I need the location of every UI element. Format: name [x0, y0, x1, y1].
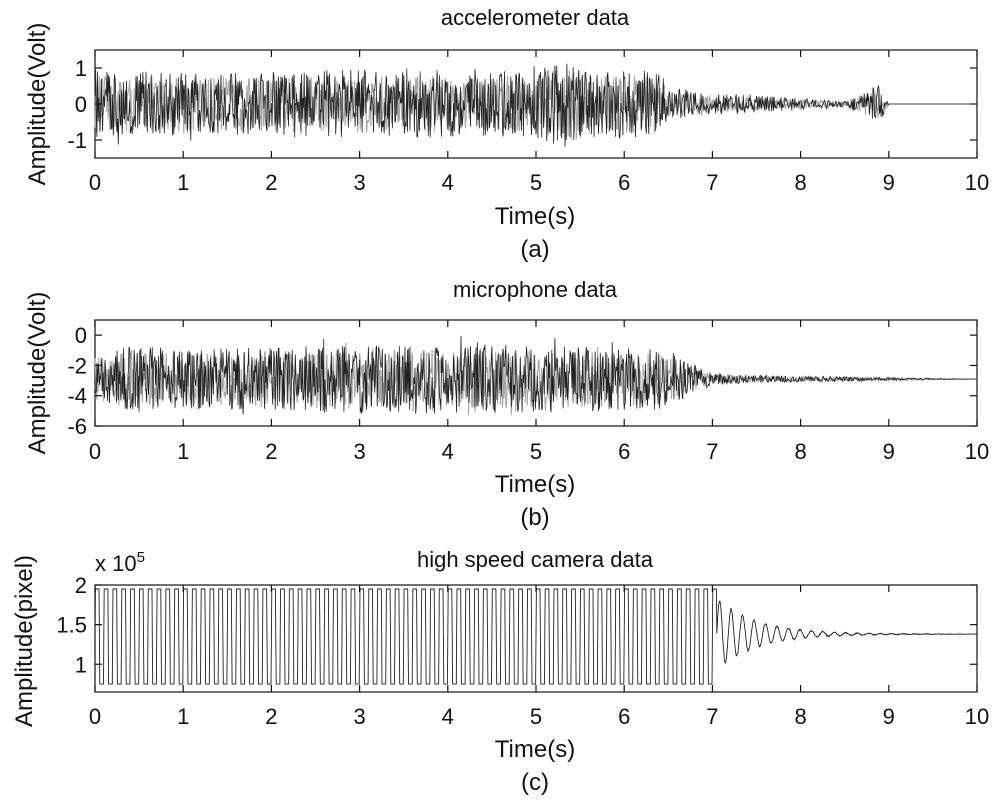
series-trace-gray [94, 70, 977, 141]
x-tick-label: 4 [442, 439, 454, 464]
x-tick-label: 3 [353, 170, 365, 195]
x-tick-label: 8 [794, 170, 806, 195]
y-axis-label: Amplitude(Volt) [24, 292, 51, 455]
x-tick-label: 10 [965, 704, 989, 729]
x-tick-label: 8 [794, 439, 806, 464]
series-trace-black [94, 63, 977, 147]
series-trace-black [94, 588, 978, 685]
y-tick-label: -4 [67, 384, 87, 409]
x-tick-label: 6 [618, 170, 630, 195]
y-tick-label: 1 [75, 652, 87, 677]
x-tick-label: 1 [177, 170, 189, 195]
x-tick-label: 9 [883, 170, 895, 195]
y-tick-label: 1.5 [56, 613, 87, 638]
x-tick-label: 9 [883, 704, 895, 729]
x-tick-label: 0 [89, 439, 101, 464]
y-axis-label: Amplitude(Volt) [24, 23, 51, 186]
x-tick-label: 0 [89, 704, 101, 729]
y-tick-label: 0 [75, 323, 87, 348]
data-traces [94, 63, 977, 147]
x-tick-label: 2 [265, 704, 277, 729]
figure-caption: (a) [520, 236, 549, 263]
y-exponent-label: x 105 [95, 549, 145, 576]
exponent-base: x 10 [95, 551, 137, 576]
x-tick-label: 0 [89, 170, 101, 195]
y-tick-label: -1 [67, 128, 87, 153]
x-tick-label: 6 [618, 439, 630, 464]
x-tick-label: 8 [794, 704, 806, 729]
x-tick-label: 3 [353, 704, 365, 729]
x-tick-label: 6 [618, 704, 630, 729]
x-axis-label: Time(s) [495, 736, 575, 763]
figure-caption: (c) [521, 769, 549, 796]
x-tick-label: 4 [442, 170, 454, 195]
y-tick-label: 2 [75, 573, 87, 598]
exponent-power: 5 [137, 549, 145, 566]
x-tick-label: 5 [530, 704, 542, 729]
y-tick-label: 0 [75, 92, 87, 117]
chart-title: microphone data [453, 277, 618, 302]
x-tick-label: 5 [530, 170, 542, 195]
y-tick-labels: -6 -4 -2 0 [67, 323, 977, 439]
y-axis-label: Amplitude(pixel) [11, 555, 38, 727]
x-tick-label: 5 [530, 439, 542, 464]
series-trace-black [94, 335, 977, 415]
x-tick-labels: 0 1 2 3 4 5 6 7 8 9 10 [89, 320, 989, 464]
x-tick-labels: 0 1 2 3 4 5 6 7 8 9 10 [89, 50, 989, 195]
x-tick-label: 10 [965, 439, 989, 464]
y-tick-labels: -1 0 1 [67, 56, 977, 153]
x-tick-label: 10 [965, 170, 989, 195]
x-axis-label: Time(s) [495, 471, 575, 498]
x-tick-label: 1 [177, 439, 189, 464]
y-tick-label: -2 [67, 353, 87, 378]
x-axis-label: Time(s) [495, 203, 575, 230]
x-tick-label: 3 [353, 439, 365, 464]
y-tick-labels: 11.52 [56, 573, 977, 677]
accelerometer-chart: accelerometer data -101 0 1 2 3 4 5 6 7 8 9 10 Amp… [24, 5, 989, 263]
chart-title: high speed camera data [417, 547, 654, 572]
x-tick-label: 7 [706, 170, 718, 195]
x-tick-labels: 0 1 2 3 4 5 6 7 8 9 10 [89, 585, 989, 729]
y-tick-label: -6 [67, 414, 87, 439]
x-tick-label: 1 [177, 704, 189, 729]
x-tick-label: 2 [265, 170, 277, 195]
chart-title: accelerometer data [441, 5, 630, 30]
data-traces [94, 335, 977, 416]
x-tick-label: 7 [706, 439, 718, 464]
figure-caption: (b) [520, 504, 549, 531]
x-tick-label: 4 [442, 704, 454, 729]
y-tick-label: 1 [75, 56, 87, 81]
x-tick-label: 9 [883, 439, 895, 464]
microphone-chart: microphone data -6 -4 -2 0 0 1 2 3 4 5 6 7 8 9 10 Amp… [24, 277, 989, 531]
data-traces [94, 588, 978, 685]
x-tick-label: 2 [265, 439, 277, 464]
x-tick-label: 7 [706, 704, 718, 729]
